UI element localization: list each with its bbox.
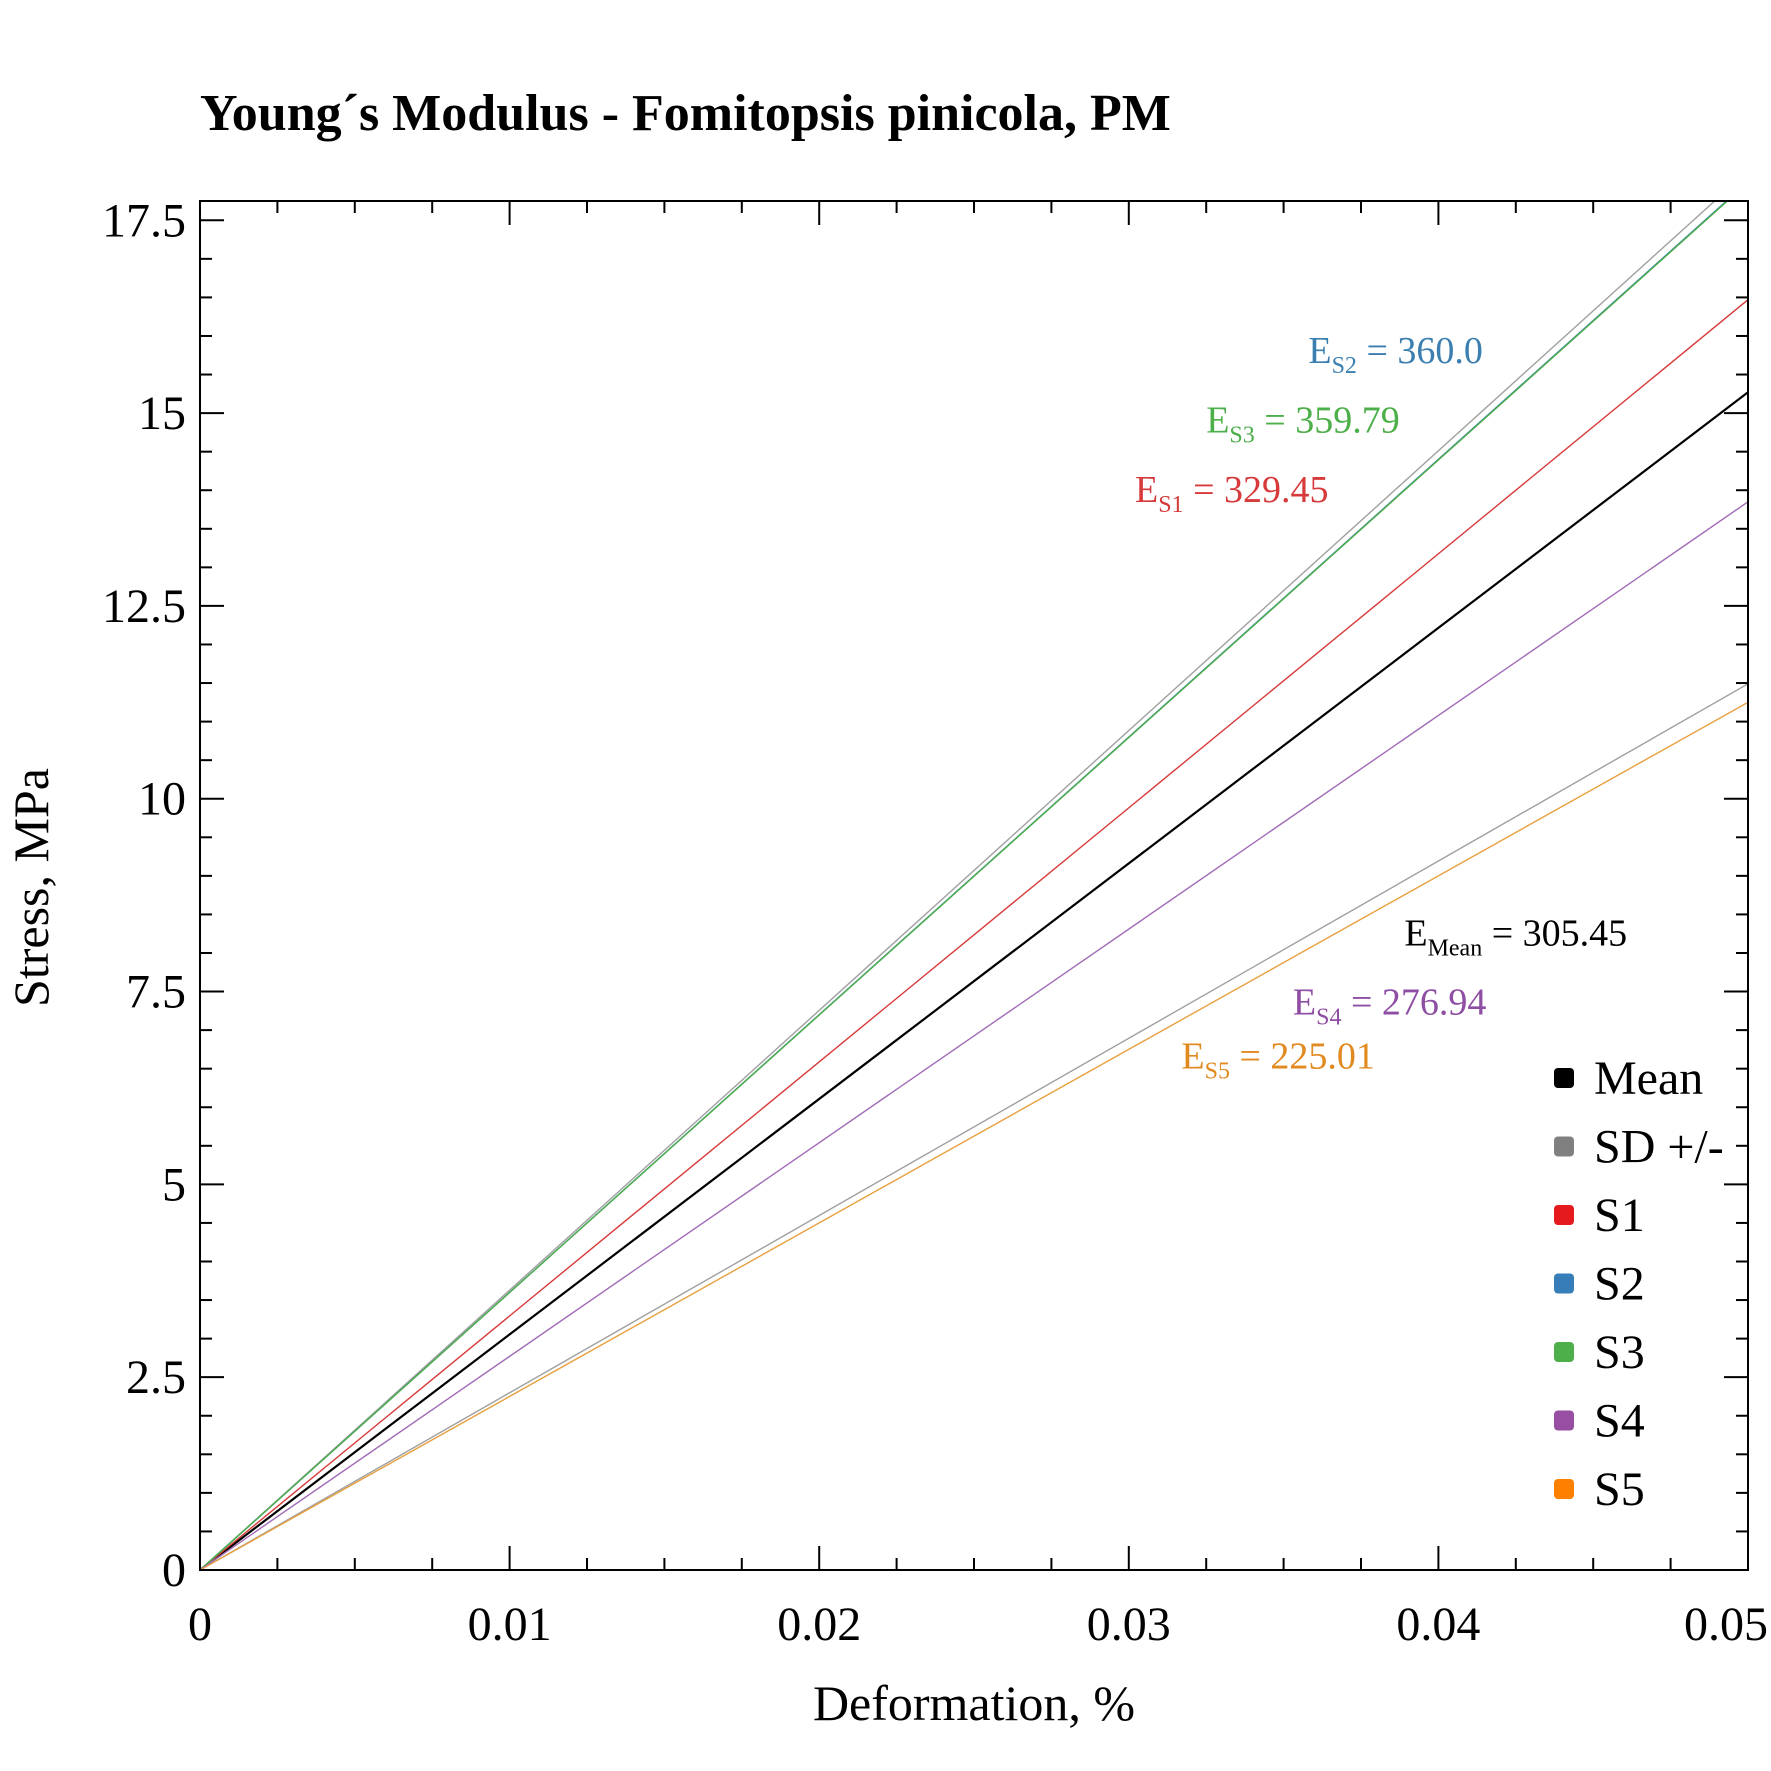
modulus-label-s1: ES1 = 329.45: [1135, 469, 1329, 518]
legend-swatch-s2: [1554, 1273, 1574, 1294]
legend-swatch-s1: [1554, 1205, 1574, 1225]
y-tick-label: 10: [138, 773, 186, 826]
series-line-s5-7: [200, 701, 1748, 1570]
modulus-label-mean: EMean = 305.45: [1404, 912, 1627, 961]
x-tick-label: 0: [188, 1598, 212, 1651]
axis-tick-labels: 0 0.01 0.02 0.03 0.04 0.05 0 2.5 5 7.5 10 12.5 15 17.…: [102, 194, 1768, 1651]
plot-area-frame: [199, 200, 1749, 1571]
x-tick-label: 0.04: [1396, 1598, 1480, 1651]
legend-swatch-sd: [1554, 1136, 1574, 1157]
legend-label: Mean: [1594, 1052, 1703, 1105]
modulus-label-s3: ES3 = 359.79: [1206, 399, 1400, 448]
axis-ticks: [199, 201, 1749, 1571]
modulus-label-s5: ES5 = 225.01: [1181, 1036, 1375, 1085]
series-line-s3-5: [200, 201, 1729, 1570]
series-line-s4-6: [200, 501, 1748, 1570]
series-line-s1-3: [200, 299, 1748, 1570]
series-line-mean-2: [200, 391, 1748, 1570]
legend-label: S3: [1594, 1326, 1645, 1379]
x-tick-label: 0.02: [777, 1598, 861, 1651]
legend-swatch-s3: [1554, 1342, 1574, 1362]
y-tick-label: 12.5: [102, 580, 186, 633]
y-tick-label: 17.5: [102, 194, 186, 247]
legend-label: S4: [1594, 1395, 1645, 1448]
chart-title: Young´s Modulus - Fomitopsis pinicola, P…: [200, 85, 1171, 142]
legend-label: S5: [1594, 1463, 1645, 1516]
y-tick-label: 15: [138, 387, 186, 440]
legend-swatch-s4: [1554, 1410, 1574, 1431]
y-tick-label: 7.5: [126, 966, 186, 1019]
x-tick-label: 0.01: [468, 1598, 552, 1651]
legend-swatch-s5: [1554, 1479, 1574, 1499]
y-axis-label: Stress, MPa: [3, 768, 59, 1007]
x-axis-label: Deformation, %: [813, 1675, 1135, 1731]
x-tick-label: 0.05: [1684, 1598, 1768, 1651]
legend-label: SD +/-: [1594, 1121, 1724, 1174]
modulus-annotations: ES2 = 360.0 ES3 = 359.79 ES1 = 329.45 EMean…: [1135, 330, 1627, 1085]
series-lines: [200, 201, 1748, 1570]
legend-label: S1: [1594, 1189, 1645, 1242]
x-tick-label: 0.03: [1087, 1598, 1171, 1651]
modulus-label-s4: ES4 = 276.94: [1293, 982, 1487, 1031]
series-line-sd-0: [200, 201, 1716, 1570]
legend-label: S2: [1594, 1258, 1645, 1311]
y-tick-label: 0: [162, 1544, 186, 1597]
legend-swatch-mean: [1554, 1068, 1574, 1088]
series-line-sd-1: [200, 683, 1748, 1570]
modulus-label-s2: ES2 = 360.0: [1308, 330, 1483, 379]
legend: Mean SD +/- S1 S2 S3 S4 S5: [1554, 1052, 1724, 1516]
y-tick-label: 2.5: [126, 1351, 186, 1404]
y-tick-label: 5: [162, 1158, 186, 1211]
